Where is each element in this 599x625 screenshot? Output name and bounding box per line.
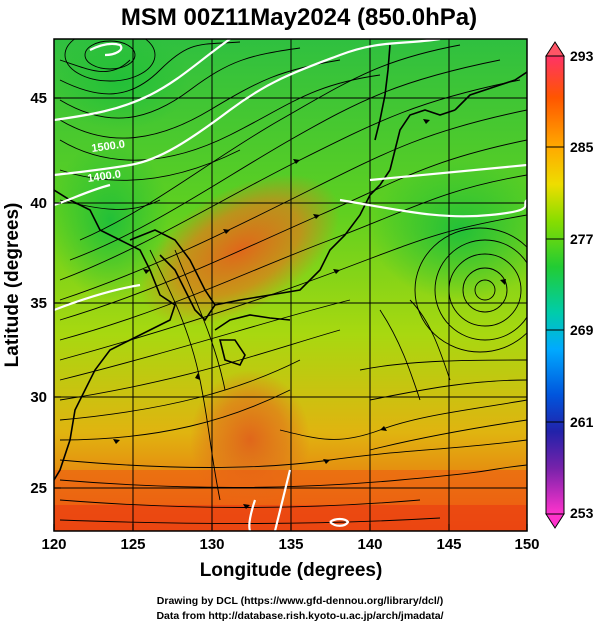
x-tick-label: 130: [199, 536, 224, 553]
x-tick-label: 135: [278, 536, 303, 553]
credit-line-1: Drawing by DCL (https://www.gfd-dennou.o…: [157, 595, 443, 607]
map-title: MSM 00Z11May2024 (850.0hPa): [121, 4, 477, 31]
contour-label-1500: 1500.0: [91, 138, 126, 155]
credit-line-2: Data from http://database.rish.kyoto-u.a…: [156, 610, 443, 622]
y-tick-label: 45: [30, 90, 47, 107]
colorbar-tick-label: 285: [570, 139, 594, 155]
colorbar: [545, 41, 565, 529]
x-tick-label: 120: [41, 536, 66, 553]
y-axis-title: Latitude (degrees): [2, 203, 23, 368]
colorbar-tick-label: 261: [570, 414, 594, 430]
y-tick-label: 35: [30, 295, 47, 312]
y-axis: [54, 97, 61, 489]
x-axis: [53, 524, 528, 531]
geopotential-contours: [54, 39, 527, 531]
x-tick-label: 150: [514, 536, 539, 553]
colorbar-tick-label: 277: [570, 231, 594, 247]
x-tick-label: 145: [436, 536, 461, 553]
y-tick-label: 40: [30, 195, 47, 212]
y-tick-label: 30: [30, 389, 47, 406]
contour-label-1400: 1400.0: [87, 168, 122, 185]
colorbar-tick-label: 253: [570, 505, 594, 521]
x-tick-label: 140: [357, 536, 382, 553]
colorbar-tick-label: 269: [570, 322, 594, 338]
colorbar-tick-label: 293: [570, 48, 594, 64]
x-axis-title: Longitude (degrees): [200, 560, 383, 581]
coastlines: [54, 44, 527, 481]
x-tick-label: 125: [120, 536, 145, 553]
streamline-arrows: [113, 119, 506, 509]
y-tick-label: 25: [30, 480, 47, 497]
